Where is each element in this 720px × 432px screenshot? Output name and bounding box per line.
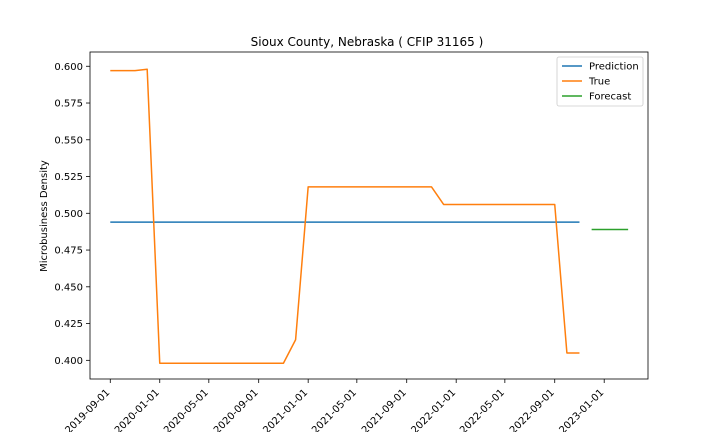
y-tick-label: 0.550 [54,135,83,146]
y-tick-label: 0.425 [54,319,83,330]
y-tick-label: 0.450 [54,282,83,293]
series-layer [110,68,629,365]
legend-label-true: True [588,77,610,88]
y-axis-label: Microbusiness Density [39,160,50,272]
legend: Prediction True Forecast [556,56,644,107]
y-tick-label: 0.575 [54,99,83,110]
legend-label-prediction: Prediction [589,62,639,73]
y-tick-label: 0.500 [54,209,83,220]
plot-frame [89,51,649,380]
y-tick-label: 0.475 [54,246,83,257]
legend-label-forecast: Forecast [589,92,631,103]
y-tick-label: 0.400 [54,356,83,367]
y-tick-label: 0.600 [54,62,83,73]
legend-box [556,56,644,107]
chart-title: Sioux County, Nebraska ( CFIP 31165 ) [251,35,484,49]
series-line-true [110,68,580,365]
y-tick-label: 0.525 [54,172,83,183]
